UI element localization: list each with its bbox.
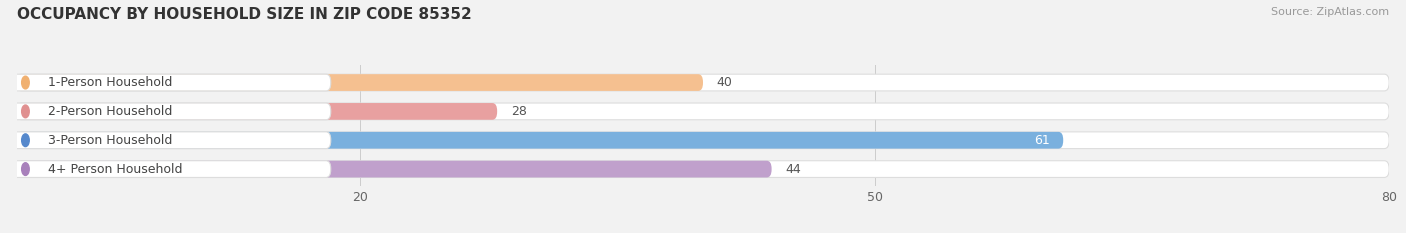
FancyBboxPatch shape — [11, 74, 330, 91]
Circle shape — [21, 163, 30, 175]
Text: 28: 28 — [510, 105, 527, 118]
FancyBboxPatch shape — [11, 161, 330, 178]
Text: 1-Person Household: 1-Person Household — [48, 76, 172, 89]
FancyBboxPatch shape — [17, 161, 1389, 178]
Text: Source: ZipAtlas.com: Source: ZipAtlas.com — [1271, 7, 1389, 17]
FancyBboxPatch shape — [11, 103, 330, 120]
FancyBboxPatch shape — [17, 161, 772, 178]
FancyBboxPatch shape — [17, 74, 1389, 91]
Text: 3-Person Household: 3-Person Household — [48, 134, 172, 147]
Text: 4+ Person Household: 4+ Person Household — [48, 163, 183, 176]
Text: 44: 44 — [786, 163, 801, 176]
Text: 40: 40 — [717, 76, 733, 89]
Circle shape — [21, 134, 30, 147]
Text: 2-Person Household: 2-Person Household — [48, 105, 172, 118]
FancyBboxPatch shape — [17, 103, 1389, 120]
Text: OCCUPANCY BY HOUSEHOLD SIZE IN ZIP CODE 85352: OCCUPANCY BY HOUSEHOLD SIZE IN ZIP CODE … — [17, 7, 471, 22]
FancyBboxPatch shape — [11, 132, 330, 149]
FancyBboxPatch shape — [17, 74, 703, 91]
FancyBboxPatch shape — [17, 103, 498, 120]
Text: 61: 61 — [1033, 134, 1049, 147]
Circle shape — [21, 76, 30, 89]
Circle shape — [21, 105, 30, 118]
FancyBboxPatch shape — [17, 132, 1389, 149]
FancyBboxPatch shape — [17, 132, 1063, 149]
